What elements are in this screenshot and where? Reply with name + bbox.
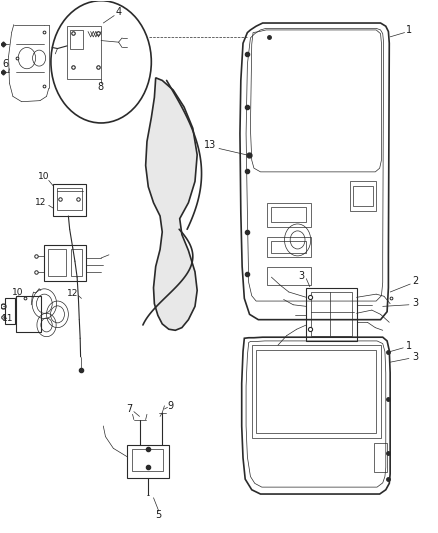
Text: 6: 6: [3, 60, 9, 69]
Bar: [267, 237, 311, 257]
Text: 8: 8: [97, 82, 103, 92]
Text: 9: 9: [167, 401, 173, 411]
Bar: [306, 288, 357, 341]
Bar: [271, 241, 306, 253]
Bar: [353, 185, 373, 206]
Bar: [53, 184, 86, 216]
Bar: [127, 445, 169, 478]
Bar: [5, 298, 14, 324]
Bar: [16, 296, 41, 332]
Text: 5: 5: [155, 510, 161, 520]
Bar: [71, 249, 82, 276]
Text: 13: 13: [204, 140, 216, 150]
Text: 3: 3: [413, 352, 419, 362]
Text: 2: 2: [412, 277, 419, 286]
Text: 3: 3: [298, 271, 304, 281]
Bar: [70, 30, 83, 49]
Bar: [256, 351, 376, 433]
Bar: [350, 181, 376, 211]
Bar: [67, 26, 101, 79]
Text: 7: 7: [127, 404, 133, 414]
Text: 1: 1: [406, 341, 412, 351]
Text: 12: 12: [35, 198, 46, 207]
Bar: [48, 249, 66, 276]
Text: 1: 1: [406, 25, 412, 35]
Bar: [252, 345, 381, 438]
Text: 10: 10: [11, 287, 23, 296]
Bar: [57, 188, 82, 210]
Bar: [267, 203, 311, 227]
Text: 4: 4: [116, 7, 122, 18]
Polygon shape: [146, 78, 197, 330]
Text: 11: 11: [2, 314, 13, 323]
Bar: [132, 449, 163, 471]
Bar: [311, 292, 352, 336]
Bar: [374, 443, 387, 472]
Bar: [271, 207, 306, 222]
Text: 10: 10: [38, 172, 49, 181]
Bar: [267, 266, 311, 285]
Bar: [44, 245, 86, 281]
Text: 3: 3: [413, 297, 419, 308]
Text: 12: 12: [67, 288, 78, 297]
